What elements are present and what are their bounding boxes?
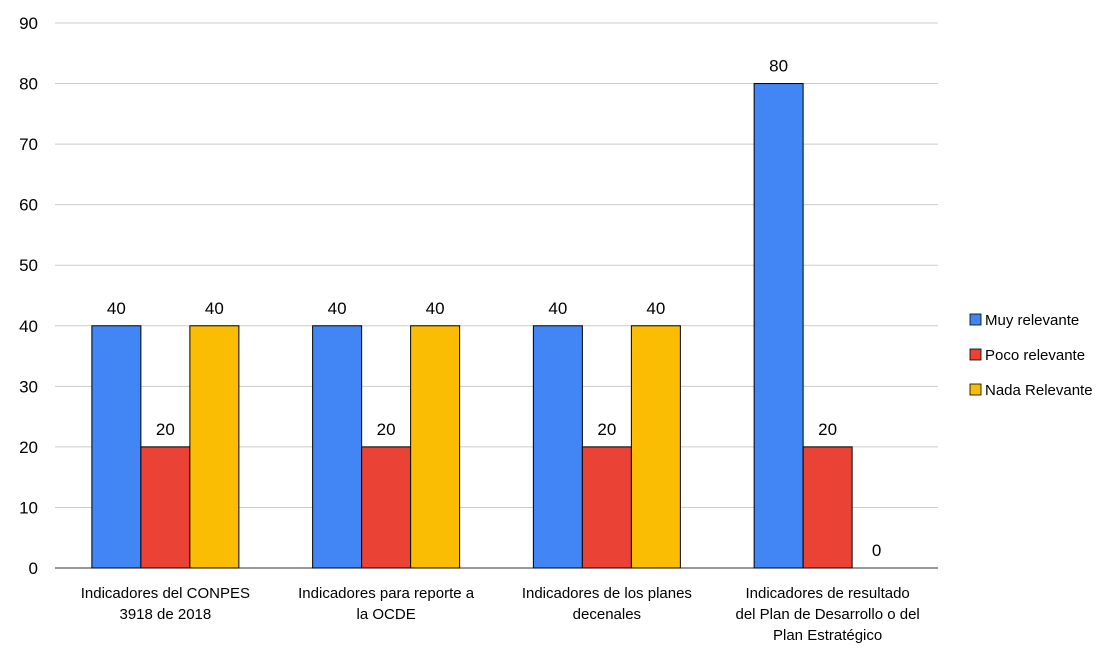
legend-label: Muy relevante bbox=[985, 312, 1079, 329]
data-label: 20 bbox=[156, 420, 175, 439]
y-tick-label: 90 bbox=[19, 14, 38, 33]
legend-swatch bbox=[969, 383, 982, 396]
bar bbox=[581, 446, 632, 569]
y-tick-label: 0 bbox=[29, 559, 38, 578]
bar bbox=[802, 446, 853, 569]
y-tick-label: 40 bbox=[19, 317, 38, 336]
bar bbox=[532, 325, 583, 569]
data-label: 20 bbox=[377, 420, 396, 439]
data-label: 0 bbox=[872, 541, 881, 560]
bar bbox=[312, 325, 363, 569]
bar bbox=[189, 325, 240, 569]
y-tick-label: 70 bbox=[19, 135, 38, 154]
data-label: 80 bbox=[769, 57, 788, 76]
legend-swatch bbox=[969, 313, 982, 326]
bar bbox=[410, 325, 461, 569]
legend-swatch bbox=[969, 348, 982, 361]
y-tick-label: 80 bbox=[19, 75, 38, 94]
category-label: Indicadores de los planes decenales bbox=[522, 585, 692, 623]
y-tick-label: 50 bbox=[19, 256, 38, 275]
y-tick-label: 10 bbox=[19, 498, 38, 517]
bar bbox=[140, 446, 191, 569]
legend-label: Nada Relevante bbox=[985, 382, 1093, 399]
bar bbox=[91, 325, 142, 569]
y-tick-label: 60 bbox=[19, 196, 38, 215]
bar bbox=[753, 83, 804, 569]
legend: Muy relevante Poco relevante Nada Relevant… bbox=[969, 312, 1093, 399]
category-label: Indicadores para reporte a la OCDE bbox=[298, 585, 475, 623]
legend-label: Poco relevante bbox=[985, 347, 1085, 364]
data-label: 40 bbox=[107, 299, 126, 318]
data-label: 40 bbox=[328, 299, 347, 318]
category-label: Indicadores de resultado del Plan de Desa… bbox=[735, 585, 919, 644]
data-label: 20 bbox=[597, 420, 616, 439]
bars bbox=[91, 83, 853, 569]
data-label: 40 bbox=[646, 299, 665, 318]
bar bbox=[361, 446, 412, 569]
bar bbox=[630, 325, 681, 569]
data-label: 40 bbox=[205, 299, 224, 318]
data-label: 40 bbox=[426, 299, 445, 318]
y-tick-label: 30 bbox=[19, 377, 38, 396]
y-axis-tick-labels: 0 10 20 30 40 50 60 70 80 90 bbox=[19, 14, 38, 578]
category-labels: Indicadores del CONPES 3918 de 2018 Indica… bbox=[81, 585, 920, 644]
y-tick-label: 20 bbox=[19, 438, 38, 457]
data-labels: 40 20 40 40 20 40 40 20 40 80 20 0 bbox=[107, 57, 881, 560]
data-label: 40 bbox=[548, 299, 567, 318]
data-label: 20 bbox=[818, 420, 837, 439]
category-label: Indicadores del CONPES 3918 de 2018 bbox=[81, 585, 250, 623]
